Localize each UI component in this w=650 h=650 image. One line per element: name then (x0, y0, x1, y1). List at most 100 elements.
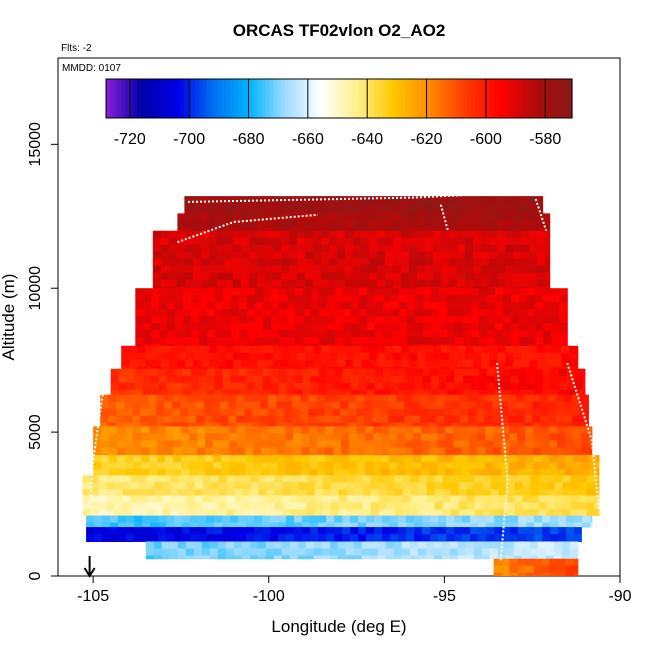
heat-cell (256, 244, 266, 253)
heat-cell (520, 251, 530, 260)
heat-cell (143, 295, 152, 303)
heat-cell (486, 515, 495, 524)
heat-cell (534, 534, 543, 542)
heat-cell (287, 323, 296, 331)
heat-cell (309, 469, 318, 476)
heat-cell (306, 495, 316, 503)
heat-cell (423, 295, 432, 303)
heat-cell (558, 375, 568, 384)
heat-cell (473, 359, 482, 368)
heat-cell (488, 258, 498, 267)
heat-cell (342, 515, 351, 524)
heat-cell (529, 227, 538, 232)
heat-cell (511, 316, 520, 324)
colorbar-swatch (401, 79, 406, 118)
heat-cell (461, 469, 470, 476)
heat-cell (471, 344, 480, 347)
heat-cell (162, 475, 172, 483)
heat-cell (261, 426, 270, 434)
heat-cell (493, 462, 502, 470)
heat-cell (248, 265, 258, 274)
heat-cell (368, 203, 377, 211)
heat-cell (489, 555, 499, 560)
heat-cell (530, 482, 540, 490)
heat-cell (580, 401, 589, 410)
heat-cell (229, 454, 238, 456)
heat-cell (586, 509, 596, 517)
heat-cell (509, 455, 518, 463)
colorbar-swatch (447, 79, 453, 118)
heat-cell (190, 382, 200, 391)
heat-cell (430, 368, 440, 377)
heat-cell (446, 534, 455, 542)
heat-cell (327, 330, 336, 338)
heat-cell (433, 213, 442, 221)
heat-cell (370, 495, 380, 503)
heat-cell (501, 469, 510, 476)
heat-cell (225, 213, 234, 221)
heat-cell (498, 475, 508, 483)
heat-cell (454, 382, 464, 391)
heat-cell (132, 415, 141, 424)
heat-cell (439, 330, 448, 338)
heat-cell (223, 295, 232, 303)
heat-cell (191, 316, 200, 324)
heat-cell (564, 422, 573, 427)
heat-cell (313, 366, 322, 370)
heat-cell (445, 469, 454, 476)
heat-cell (208, 237, 218, 246)
heat-cell (367, 309, 376, 317)
heat-cell (396, 408, 405, 417)
heat-cell (447, 344, 456, 347)
heat-cell (398, 382, 408, 391)
heat-cell (479, 330, 488, 338)
heat-cell (184, 265, 194, 274)
heat-cell (586, 495, 596, 503)
heat-cell (286, 375, 296, 384)
heat-cell (234, 482, 244, 490)
heat-cell (231, 337, 240, 345)
y-tick-label: 15000 (27, 122, 44, 167)
heat-cell (124, 394, 133, 403)
heat-cell (324, 401, 333, 410)
heat-cell (108, 408, 117, 417)
heat-cell (296, 203, 305, 211)
heat-cell (250, 509, 260, 517)
heat-cell (559, 316, 568, 324)
heat-cell (393, 359, 402, 368)
heat-cell (424, 203, 433, 211)
colorbar-swatch (436, 79, 441, 118)
colorbar-swatch (370, 79, 375, 118)
heat-cell (117, 469, 126, 476)
heat-cell (140, 394, 149, 403)
heat-cell (142, 368, 152, 377)
heat-cell (426, 495, 436, 503)
heat-cell (362, 489, 372, 496)
heat-cell (440, 203, 449, 211)
heat-cell (272, 230, 282, 239)
heat-cell (528, 251, 538, 260)
colorbar-tick-label: -720 (114, 131, 146, 148)
heat-cell (582, 382, 586, 391)
heat-cell (200, 203, 209, 211)
heat-cell (481, 555, 491, 560)
heat-cell (354, 495, 364, 503)
heat-cell (240, 244, 250, 253)
heat-cell (408, 265, 418, 274)
heat-cell (344, 244, 354, 253)
heat-cell (398, 522, 407, 528)
heat-cell (525, 426, 534, 434)
heat-cell (558, 527, 567, 535)
heat-cell (185, 213, 194, 221)
heat-cell (344, 237, 354, 246)
heat-cell (478, 375, 488, 384)
heat-cell (255, 344, 264, 347)
colorbar-swatch (354, 79, 360, 118)
heat-cell (581, 455, 590, 463)
heat-cell (249, 220, 258, 228)
heat-cell (310, 515, 319, 524)
heat-cell (537, 345, 546, 354)
heat-cell (298, 475, 308, 483)
heat-cell (562, 482, 572, 490)
heat-cell (416, 244, 426, 253)
